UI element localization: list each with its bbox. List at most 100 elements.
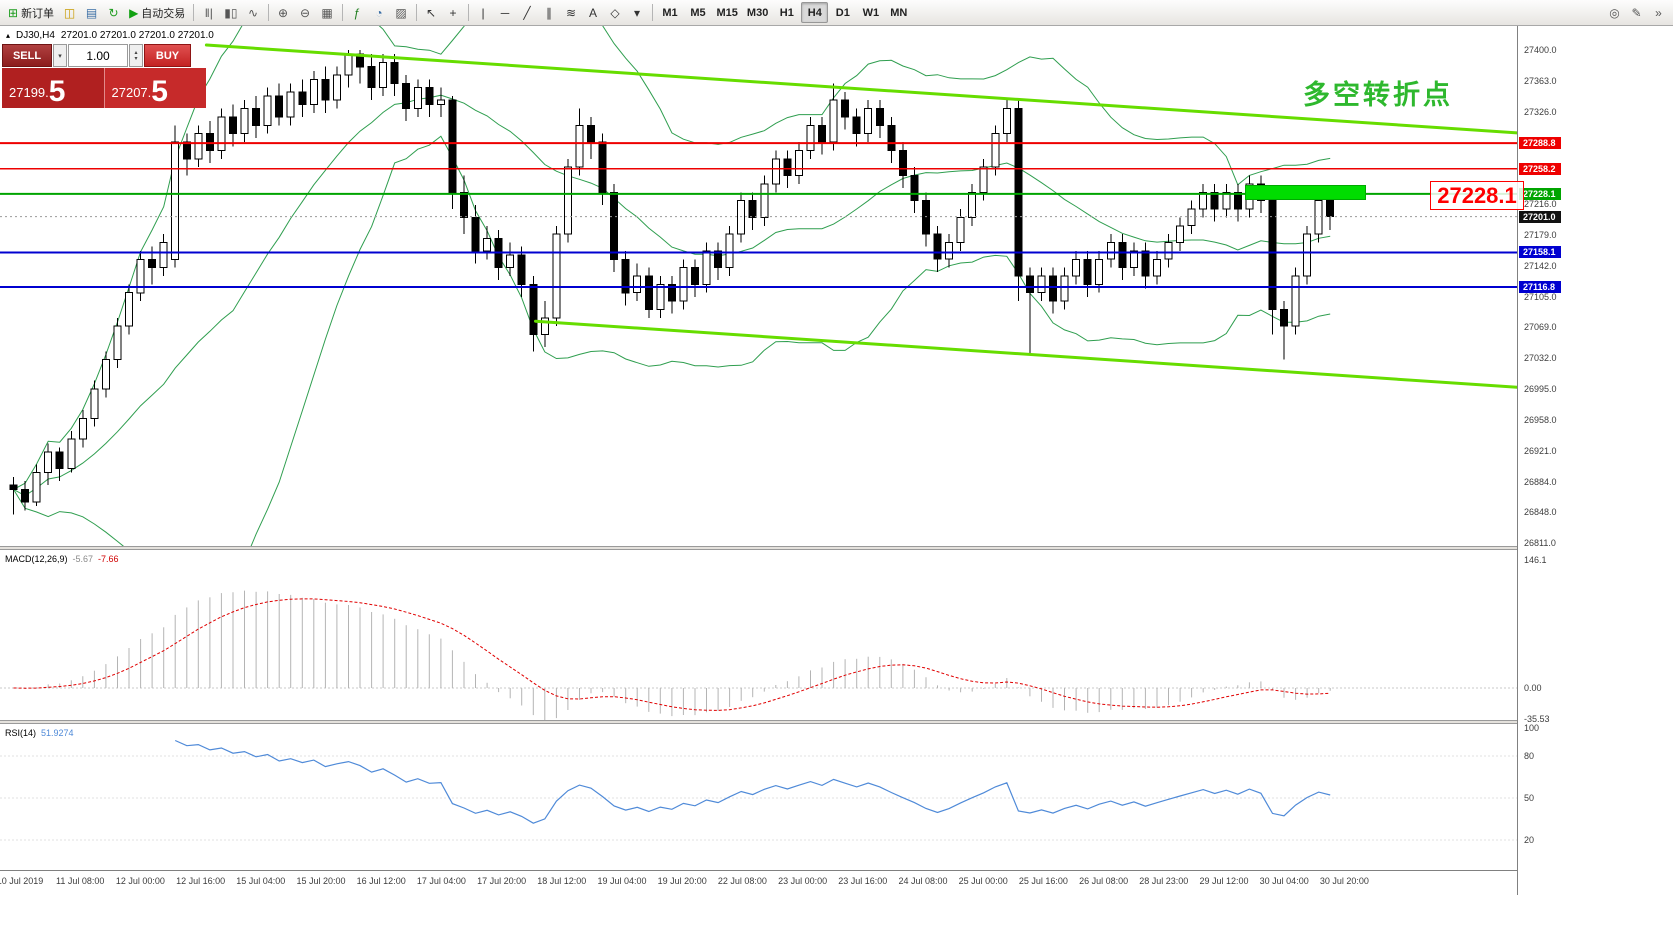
buy-price-fraction: 5 bbox=[151, 74, 168, 108]
rsi-scale-label: 20 bbox=[1524, 835, 1535, 845]
chart-window-icon: ◫ bbox=[63, 5, 76, 20]
chart-window-button[interactable]: ◫ bbox=[59, 2, 80, 23]
profiles-button[interactable]: ▤ bbox=[81, 2, 102, 23]
buy-price-main: 27207. bbox=[111, 85, 152, 100]
timeframe-m30[interactable]: M30 bbox=[743, 2, 772, 23]
annotation-turning-point[interactable]: 多空转折点 bbox=[1303, 80, 1453, 110]
macd-main-value: -5.67 bbox=[72, 554, 94, 564]
pencil-icon: ✎ bbox=[1631, 5, 1642, 20]
time-tick: 11 Jul 08:00 bbox=[56, 876, 105, 886]
main-chart-canvas[interactable] bbox=[0, 26, 1517, 546]
timeframe-m15[interactable]: M15 bbox=[713, 2, 742, 23]
toolbar-overflow-button[interactable]: » bbox=[1648, 2, 1669, 23]
timeframe-h1-label: H1 bbox=[779, 6, 794, 19]
panel-separator[interactable] bbox=[0, 720, 1673, 724]
buy-price-display[interactable]: 27207. 5 bbox=[103, 68, 206, 108]
quick-edit-button[interactable]: ✎ bbox=[1626, 2, 1647, 23]
tile-windows-button[interactable]: ▦ bbox=[317, 2, 338, 23]
timeframe-m1[interactable]: M1 bbox=[657, 2, 684, 23]
price-tick: 26958.0 bbox=[1524, 414, 1557, 425]
trendline-button[interactable]: ╱ bbox=[517, 2, 538, 23]
sell-button[interactable]: SELL bbox=[2, 44, 52, 67]
timeframe-d1-label: D1 bbox=[835, 6, 850, 19]
price-tick: 27105.0 bbox=[1524, 291, 1557, 302]
bar-chart-button[interactable]: ‖| bbox=[198, 2, 219, 23]
triangle-marker-icon: ▴ bbox=[6, 31, 11, 40]
line-chart-button[interactable]: ∿ bbox=[243, 2, 264, 23]
clock-icon: ◔ bbox=[375, 5, 383, 20]
ohlc-readout: 27201.0 27201.0 27201.0 27201.0 bbox=[60, 30, 214, 41]
tile-windows-icon: ▦ bbox=[321, 5, 333, 20]
timeframe-m1-label: M1 bbox=[662, 6, 678, 19]
new-order-icon: ⊞ bbox=[8, 5, 19, 20]
templates-button[interactable]: ▨ bbox=[391, 2, 412, 23]
price-tick: 26884.0 bbox=[1524, 476, 1557, 487]
time-axis[interactable]: 10 Jul 2019 11 Jul 08:00 12 Jul 00:00 12 Ju… bbox=[0, 870, 1517, 894]
panel-separator[interactable] bbox=[0, 546, 1673, 550]
search-button[interactable]: ◎ bbox=[1604, 2, 1625, 23]
price-tick: 26921.0 bbox=[1524, 445, 1557, 456]
zoom-out-button[interactable]: ⊖ bbox=[295, 2, 316, 23]
level-price-label: 27288.8 bbox=[1519, 137, 1561, 150]
time-tick: 17 Jul 04:00 bbox=[416, 876, 466, 886]
autotrade-button[interactable]: ▶ 自动交易 bbox=[125, 2, 189, 23]
macd-panel-canvas[interactable] bbox=[0, 550, 1517, 720]
fibonacci-icon: ≋ bbox=[565, 5, 577, 20]
periods-button[interactable]: ◔ bbox=[369, 2, 390, 23]
timeframe-m5[interactable]: M5 bbox=[685, 2, 712, 23]
timeframe-h1[interactable]: H1 bbox=[773, 2, 800, 23]
vertical-line-button[interactable]: | bbox=[473, 2, 494, 23]
cursor-button[interactable]: ↖ bbox=[421, 2, 442, 23]
price-tick: 27142.0 bbox=[1524, 260, 1557, 271]
macd-scale-label: 0.00 bbox=[1524, 683, 1542, 693]
one-click-trading-panel: SELL ▾ ▴ ▾ BUY 27199. 5 27207. 5 bbox=[2, 44, 206, 108]
autotrade-play-icon: ▶ bbox=[129, 5, 139, 20]
refresh-button[interactable]: ↻ bbox=[103, 2, 124, 23]
indicators-button[interactable]: ƒ bbox=[347, 2, 368, 23]
new-order-button[interactable]: ⊞ 新订单 bbox=[4, 2, 58, 23]
horizontal-line-button[interactable]: ─ bbox=[495, 2, 516, 23]
macd-scale-label: -35.53 bbox=[1524, 714, 1550, 725]
channel-button[interactable]: ∥ bbox=[539, 2, 560, 23]
volume-dropdown-button[interactable]: ▾ bbox=[53, 44, 67, 67]
chevron-down-icon: ▾ bbox=[134, 55, 138, 62]
arrows-button[interactable]: ◇ bbox=[605, 2, 626, 23]
timeframe-d1[interactable]: D1 bbox=[829, 2, 856, 23]
level-price-label: 27116.8 bbox=[1519, 281, 1561, 294]
timeframe-h4[interactable]: H4 bbox=[801, 2, 829, 23]
annotation-price-callout[interactable]: 27228.1 bbox=[1430, 181, 1524, 210]
time-tick: 24 Jul 08:00 bbox=[898, 876, 948, 886]
timeframe-w1-label: W1 bbox=[862, 6, 880, 19]
price-axis[interactable]: 27400.0 27363.0 27326.0 27216.0 27179.0 27142… bbox=[1517, 26, 1673, 895]
timeframe-h4-label: H4 bbox=[807, 6, 822, 19]
buy-button[interactable]: BUY bbox=[144, 44, 191, 67]
chevron-down-icon: ▾ bbox=[58, 52, 62, 60]
current-price-label: 27201.0 bbox=[1519, 210, 1561, 223]
text-button[interactable]: A bbox=[583, 2, 604, 23]
toolbar-separator bbox=[467, 4, 469, 21]
macd-scale-label: 146.1 bbox=[1524, 555, 1547, 565]
sell-price-fraction: 5 bbox=[48, 74, 66, 108]
timeframe-m15-label: M15 bbox=[716, 6, 738, 19]
level-price-label: 27228.1 bbox=[1519, 187, 1561, 200]
candlestick-chart-button[interactable]: ▮▯ bbox=[220, 2, 241, 23]
shapes-dropdown-button[interactable]: ▾ bbox=[627, 2, 648, 23]
sell-price-display[interactable]: 27199. 5 bbox=[2, 68, 104, 108]
volume-input[interactable] bbox=[68, 44, 128, 67]
time-tick: 25 Jul 16:00 bbox=[1018, 876, 1068, 886]
annotation-highlight-rectangle[interactable] bbox=[1245, 185, 1366, 200]
timeframe-mn-label: MN bbox=[890, 6, 908, 19]
timeframe-mn[interactable]: MN bbox=[885, 2, 912, 23]
fibonacci-button[interactable]: ≋ bbox=[561, 2, 582, 23]
line-chart-icon: ∿ bbox=[247, 5, 259, 20]
zoom-in-icon: ⊕ bbox=[277, 5, 289, 20]
volume-stepper[interactable]: ▴ ▾ bbox=[129, 44, 143, 67]
rsi-panel-canvas[interactable] bbox=[0, 724, 1517, 870]
crosshair-button[interactable]: + bbox=[443, 2, 464, 23]
macd-name: MACD(12,26,9) bbox=[5, 554, 68, 564]
price-tick: 27179.0 bbox=[1524, 229, 1557, 240]
time-tick: 16 Jul 12:00 bbox=[356, 876, 406, 886]
zoom-in-button[interactable]: ⊕ bbox=[273, 2, 294, 23]
timeframe-w1[interactable]: W1 bbox=[857, 2, 884, 23]
